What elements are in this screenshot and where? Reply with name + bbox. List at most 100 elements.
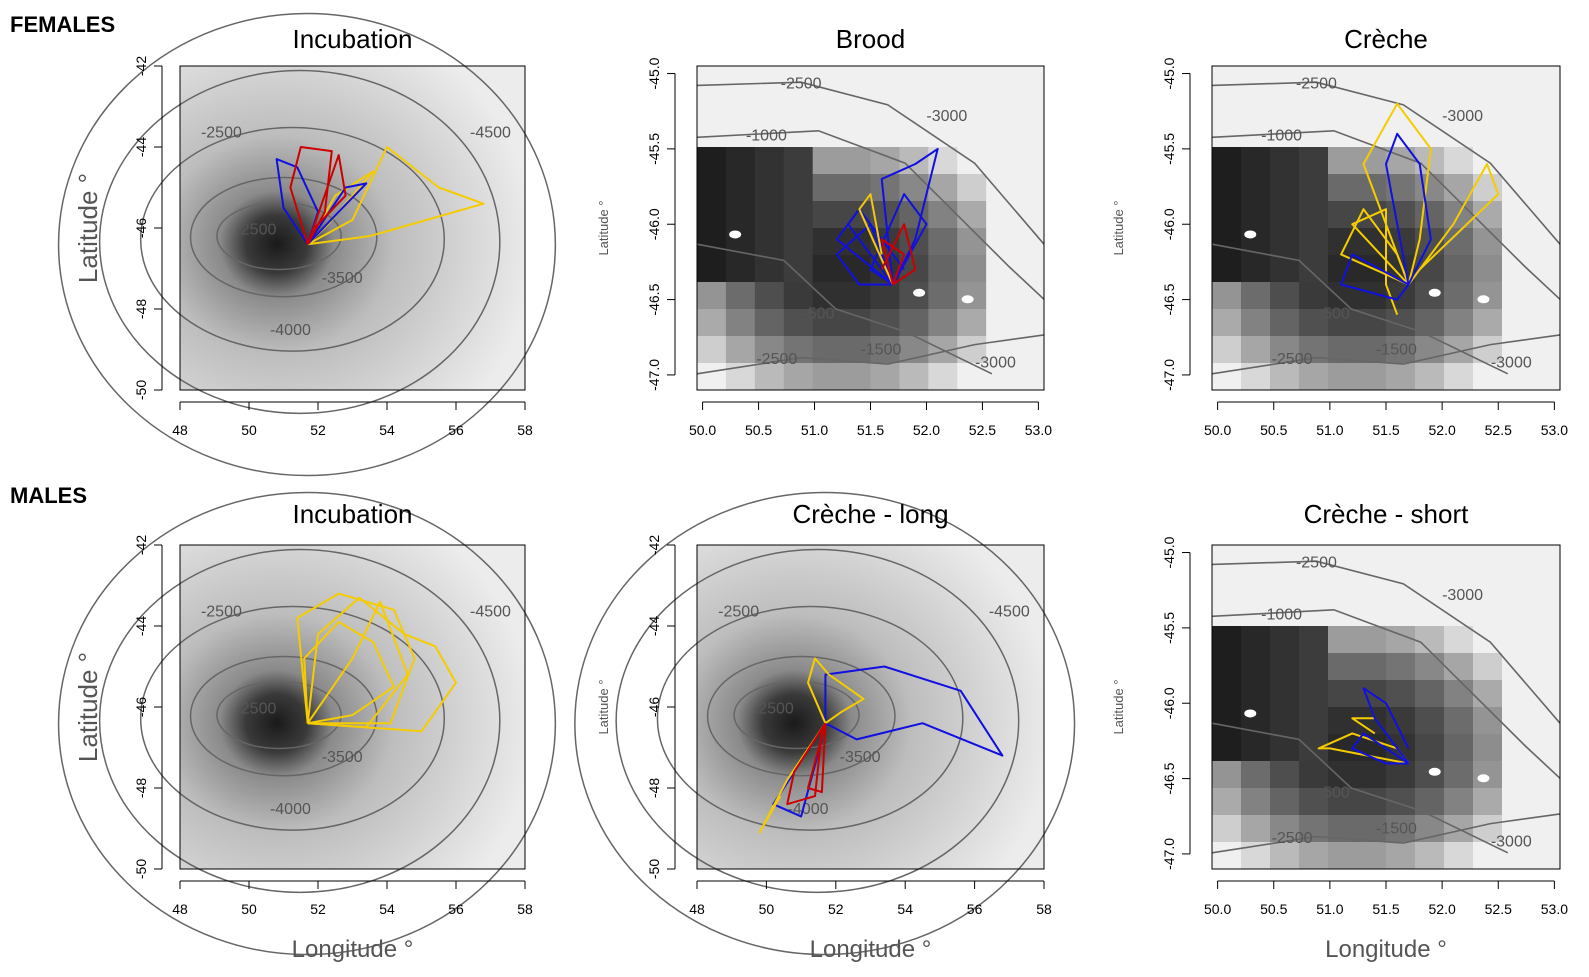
island-marker [1477, 295, 1490, 304]
bathymetry-cell [1299, 66, 1329, 94]
contour-label: -3000 [1491, 833, 1532, 850]
x-axis-title: Longitude ° [292, 936, 414, 963]
track-yellow [1407, 163, 1500, 286]
bathymetry-cell [870, 363, 900, 391]
bathymetry-cell [1444, 545, 1474, 573]
bathymetry-cell [899, 120, 929, 148]
track-yellow [1351, 717, 1376, 735]
bathymetry-cell [899, 174, 929, 202]
track-blue [835, 223, 894, 286]
bathymetry-cell [1444, 761, 1474, 789]
bathymetry-cell [1299, 761, 1329, 789]
bathymetry-cell [841, 309, 871, 337]
bathymetry-cell [1328, 174, 1358, 202]
x-tick-label: 50.5 [745, 422, 772, 438]
bathymetry-cell [928, 66, 958, 94]
bathymetry-cell [1415, 788, 1445, 816]
island-marker [729, 230, 742, 239]
bathymetry-cell [1299, 120, 1329, 148]
y-tick-label: -50 [646, 859, 662, 879]
track-blue [824, 665, 1004, 757]
bathymetry-cell [1502, 572, 1532, 600]
bathymetry-contour [98, 548, 501, 894]
bathymetry-cell [1415, 680, 1445, 708]
y-tick-label: -46 [646, 697, 662, 717]
bathymetry-cell [1473, 282, 1503, 310]
contour-label: -3000 [1491, 354, 1532, 371]
bathymetry-cell [1357, 599, 1387, 627]
bathymetry-cell [1473, 788, 1503, 816]
bathymetry-cell [1241, 174, 1271, 202]
bathymetry-cell [1015, 120, 1045, 148]
bathymetry-cell [1502, 653, 1532, 681]
bathymetry-contour [139, 605, 446, 831]
bathymetry-cell [1270, 174, 1300, 202]
bathymetry-cell [783, 66, 814, 94]
bathymetry-cell [1357, 761, 1387, 789]
bathymetry-cell [1357, 363, 1387, 391]
bathymetry-cell [1212, 228, 1242, 256]
bathymetry-cell [1473, 93, 1503, 121]
bathymetry-cell [1241, 815, 1271, 843]
bathymetry-cell [1502, 363, 1532, 391]
bathymetry-cell [1502, 120, 1532, 148]
bathymetry-contour [696, 243, 993, 375]
track-yellow [1340, 208, 1410, 286]
bathymetry-cell [1386, 761, 1416, 789]
bathymetry-cell [1299, 599, 1329, 627]
contour-label: -3000 [975, 354, 1016, 371]
contour-label: -4500 [470, 603, 511, 620]
bathymetry-cell [1299, 282, 1329, 310]
bathymetry-cell [1444, 680, 1474, 708]
bathymetry-cell [1473, 255, 1503, 283]
y-tick-label: -48 [646, 778, 662, 798]
bathymetry-cell [1328, 572, 1358, 600]
bathymetry-contour [189, 176, 378, 298]
contour-label: -1500 [1376, 820, 1417, 837]
bathymetry-cell [1444, 626, 1474, 654]
bathymetry-cell [1415, 545, 1445, 573]
island-marker [913, 288, 926, 297]
panel-title: Brood [836, 24, 905, 54]
bathymetry-cell [697, 174, 727, 202]
x-tick-label: 56 [448, 901, 464, 917]
bathymetry-cell [1531, 707, 1561, 735]
island-marker [1428, 767, 1441, 776]
x-tick-label: 56 [967, 901, 983, 917]
bathymetry-cell [697, 120, 727, 148]
contour-label: -4500 [470, 124, 511, 141]
bathymetry-cell [1415, 174, 1445, 202]
bathymetry-cell [1212, 282, 1242, 310]
bathymetry-cell [1212, 626, 1242, 654]
bathymetry-cell [1328, 680, 1358, 708]
bathymetry-cell [1015, 363, 1045, 391]
bathymetry-cell [1444, 309, 1474, 337]
y-tick-label: -45.5 [646, 133, 662, 165]
bathymetry-cell [1241, 201, 1271, 229]
x-tick-label: 50.0 [689, 422, 716, 438]
track-red [807, 722, 827, 794]
bathymetry-cell [841, 282, 871, 310]
bathymetry-contour [1211, 243, 1509, 375]
bathymetry-cell [1357, 815, 1387, 843]
bathymetry-contour [139, 126, 446, 352]
bathymetry-cell [1328, 626, 1358, 654]
track-red [880, 223, 917, 286]
track-blue [880, 147, 939, 285]
plot-frame [696, 65, 1045, 391]
bathymetry-contour [706, 655, 896, 777]
bathymetry-cell [1444, 363, 1474, 391]
y-tick-label: -46.5 [1161, 762, 1177, 794]
contour-label: -2500 [1272, 351, 1313, 368]
y-tick-label: -50 [133, 859, 149, 879]
bathymetry-cell [1270, 309, 1300, 337]
bathymetry-cell [754, 93, 785, 121]
bathymetry-cell [1386, 842, 1416, 870]
bathymetry-cell [1531, 147, 1561, 175]
contour-label: -500 [1318, 306, 1350, 323]
bathymetry-cell [1386, 201, 1416, 229]
panel-title: Crèche [1344, 24, 1428, 54]
group-label-females: FEMALES [10, 12, 116, 37]
y-tick-label: -48 [133, 778, 149, 798]
